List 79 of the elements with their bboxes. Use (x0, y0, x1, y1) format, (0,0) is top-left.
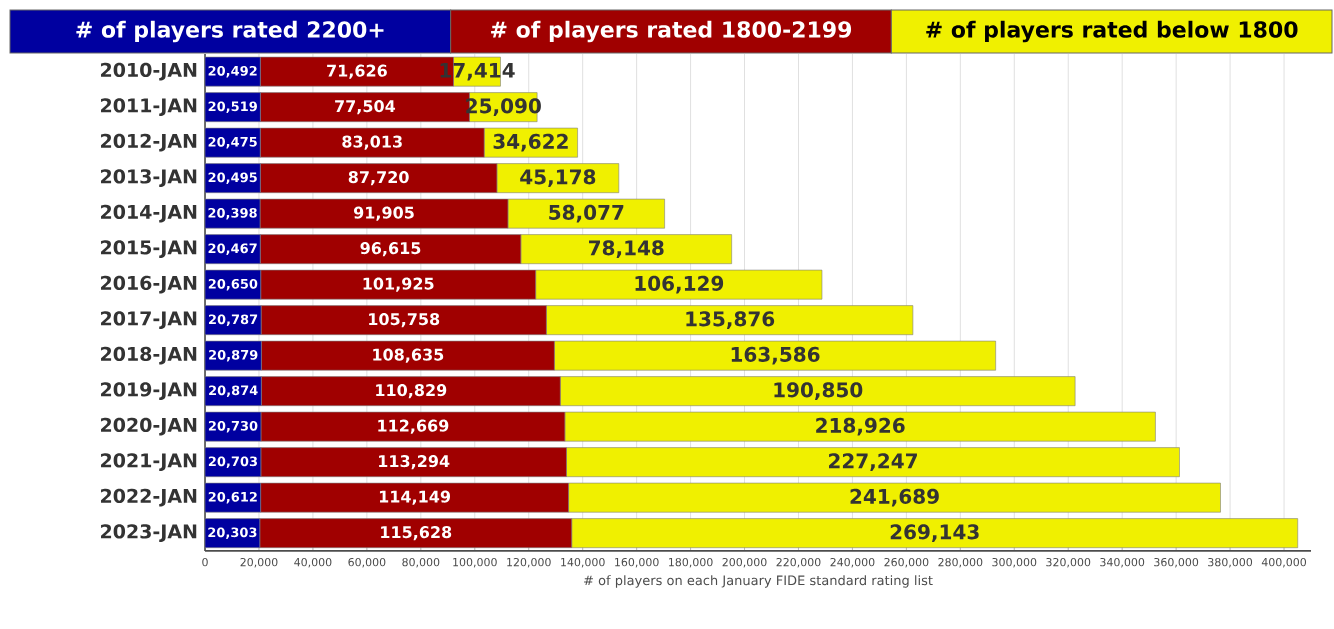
data-label: 71,626 (327, 64, 387, 79)
x-tick-label: 60,000 (348, 557, 386, 568)
data-label: 20,612 (208, 491, 257, 504)
y-tick-label: 2011-JAN (101, 98, 197, 117)
x-axis-title: # of players on each January FIDE standard rating list (584, 575, 933, 588)
x-tick-label: 0 (202, 557, 208, 567)
text: # of players rated below 1800 (926, 20, 1298, 43)
data-label: 106,129 (635, 275, 724, 294)
data-label: 87,720 (348, 171, 409, 186)
data-label: 58,077 (549, 204, 624, 223)
data-label: 115,628 (381, 526, 452, 541)
data-label: 78,148 (589, 240, 664, 259)
y-tick-label: 2023-JAN (101, 524, 197, 543)
x-tick-label: 380,000 (1208, 557, 1253, 568)
data-label: 20,475 (208, 136, 257, 149)
data-label: 91,905 (353, 206, 414, 221)
x-tick-label: 200,000 (722, 557, 767, 568)
y-tick-label: 2018-JAN (101, 346, 197, 365)
y-tick-label: 2017-JAN (101, 311, 197, 330)
x-tick-label: 180,000 (669, 557, 713, 568)
x-tick-label: 20,000 (240, 557, 278, 568)
data-label: 20,650 (208, 278, 258, 291)
x-tick-label: 400,000 (1261, 557, 1307, 568)
data-label: 83,013 (342, 135, 402, 150)
x-tick-label: 280,000 (938, 557, 983, 568)
y-tick-label: 2020-JAN (101, 417, 197, 436)
data-label: 227,247 (829, 453, 917, 472)
data-label: 20,874 (209, 385, 258, 397)
data-label: 96,615 (360, 242, 421, 257)
y-tick-label: 2022-JAN (101, 488, 197, 507)
y-tick-label: 2015-JAN (101, 240, 197, 259)
x-tick-label: 80,000 (402, 557, 440, 568)
data-label: 108,635 (373, 348, 444, 363)
data-label: 20,787 (209, 314, 258, 326)
data-label: 20,703 (208, 456, 257, 468)
y-tick-label: 2021-JAN (101, 453, 197, 472)
data-label: 269,143 (890, 524, 979, 543)
x-tick-label: 240,000 (830, 557, 875, 568)
x-tick-label: 260,000 (884, 557, 929, 568)
data-label: 20,730 (208, 420, 258, 433)
x-tick-label: 360,000 (1154, 557, 1199, 568)
x-tick-label: 160,000 (615, 557, 659, 568)
data-label: 34,622 (493, 133, 568, 152)
data-label: 241,689 (850, 488, 939, 507)
data-label: 113,294 (379, 455, 450, 470)
data-label: 45,178 (520, 169, 596, 188)
data-label: 105,758 (369, 313, 440, 328)
y-tick-label: 2016-JAN (101, 275, 197, 294)
data-label: 20,519 (208, 101, 257, 113)
x-tick-label: 300,000 (992, 557, 1037, 568)
x-tick-label: 40,000 (294, 557, 332, 568)
y-tick-label: 2019-JAN (101, 382, 197, 401)
series-label: # of players rated 1800-2199 (491, 20, 852, 43)
x-tick-label: 140,000 (561, 557, 605, 568)
data-label: 135,876 (686, 311, 775, 330)
data-label: 20,303 (208, 527, 257, 539)
data-label: 110,829 (376, 384, 447, 399)
x-tick-label: 120,000 (507, 557, 551, 568)
y-tick-label: 2014-JAN (101, 204, 197, 223)
data-label: 190,850 (774, 382, 863, 401)
data-label: 20,398 (208, 207, 257, 220)
x-tick-label: 320,000 (1046, 557, 1091, 568)
series-label: # of players rated 2200+ (76, 20, 384, 43)
data-label: 20,879 (209, 349, 258, 362)
x-tick-label: 100,000 (453, 557, 497, 568)
data-label: 112,669 (378, 419, 449, 434)
data-label: 20,492 (208, 65, 257, 78)
data-label: 101,925 (363, 277, 434, 292)
x-tick-label: 340,000 (1100, 557, 1145, 568)
y-tick-label: 2013-JAN (101, 169, 197, 188)
data-label: 163,586 (731, 346, 820, 365)
data-label: 114,149 (379, 490, 450, 505)
data-label: 77,504 (335, 100, 396, 115)
data-label: 20,467 (208, 243, 257, 255)
y-tick-label: 2012-JAN (101, 133, 197, 152)
y-tick-label: 2010-JAN (101, 62, 197, 81)
x-tick-label: 220,000 (776, 557, 821, 568)
data-label: 20,495 (208, 172, 257, 184)
data-label: 218,926 (816, 417, 905, 436)
